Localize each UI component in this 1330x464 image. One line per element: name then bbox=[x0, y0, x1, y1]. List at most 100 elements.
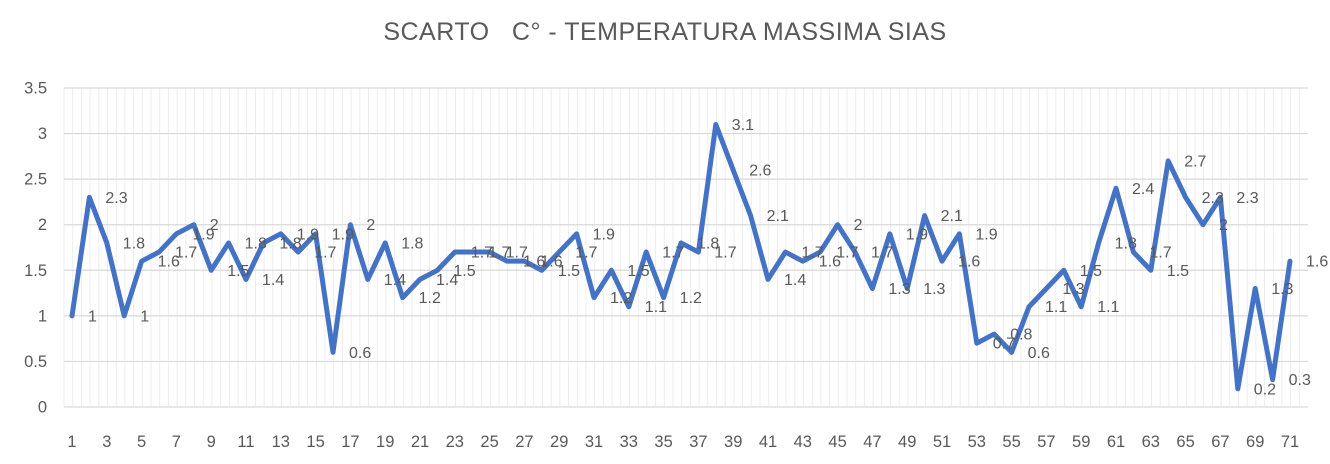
data-label: 1.9 bbox=[297, 226, 319, 243]
data-label: 1.6 bbox=[958, 254, 980, 271]
data-label: 1.7 bbox=[801, 245, 823, 262]
data-label: 2.3 bbox=[1202, 190, 1224, 207]
x-axis-tick-label: 27 bbox=[515, 433, 533, 451]
data-label: 1.6 bbox=[819, 254, 841, 271]
x-axis-tick-label: 37 bbox=[689, 433, 707, 451]
data-label: 1.3 bbox=[923, 281, 945, 298]
data-label: 1.4 bbox=[262, 272, 284, 289]
data-label: 1.7 bbox=[714, 245, 736, 262]
data-label: 1.1 bbox=[1097, 299, 1119, 316]
data-label: 1.5 bbox=[1167, 263, 1189, 280]
minor-gridlines bbox=[63, 88, 1300, 407]
y-axis-tick-label: 0 bbox=[38, 399, 47, 417]
x-axis-tick-label: 23 bbox=[446, 433, 464, 451]
data-label: 1.7 bbox=[175, 245, 197, 262]
data-label: 1.5 bbox=[227, 263, 249, 280]
chart-title: SCARTO C° - TEMPERATURA MASSIMA SIAS bbox=[383, 18, 947, 46]
data-label: 1.6 bbox=[540, 254, 562, 271]
data-label: 1.8 bbox=[123, 235, 145, 252]
data-label: 0.7 bbox=[993, 336, 1015, 353]
data-label: 1.6 bbox=[523, 254, 545, 271]
series-line bbox=[69, 121, 1293, 392]
x-axis-tick-label: 53 bbox=[968, 433, 986, 451]
x-axis-labels: 1 3 5 7 9 11 13 15 17 19 21 23 25 27 29 31 33 35 37 39 41 43 4… bbox=[67, 433, 1299, 451]
data-label: 1.2 bbox=[610, 290, 632, 307]
data-label: 2 bbox=[1219, 217, 1228, 234]
data-label: 1.9 bbox=[593, 226, 615, 243]
x-axis-tick-label: 3 bbox=[102, 433, 111, 451]
x-axis-tick-label: 25 bbox=[480, 433, 498, 451]
data-label: 2 bbox=[366, 217, 375, 234]
data-label: 1.4 bbox=[436, 272, 458, 289]
temperature-deviation-line bbox=[69, 121, 1293, 392]
data-label: 2.1 bbox=[941, 208, 963, 225]
data-label: 1.7 bbox=[314, 245, 336, 262]
x-axis-tick-label: 49 bbox=[898, 433, 916, 451]
data-label: 1.9 bbox=[332, 226, 354, 243]
x-axis-tick-label: 13 bbox=[272, 433, 290, 451]
data-label: 1.8 bbox=[279, 235, 301, 252]
y-axis-tick-label: 2.5 bbox=[24, 171, 47, 189]
x-axis-tick-label: 7 bbox=[172, 433, 181, 451]
x-axis-tick-label: 65 bbox=[1176, 433, 1194, 451]
data-label: 2 bbox=[854, 217, 863, 234]
x-axis-tick-label: 9 bbox=[207, 433, 216, 451]
y-axis-tick-label: 3.5 bbox=[24, 80, 47, 98]
y-axis-tick-label: 2 bbox=[38, 216, 47, 234]
x-axis-tick-label: 41 bbox=[759, 433, 777, 451]
data-label: 1.7 bbox=[1149, 245, 1171, 262]
x-axis-tick-label: 67 bbox=[1211, 433, 1229, 451]
data-labels: 12.31.811.61.71.921.51.81.41.81.91.71.90… bbox=[88, 117, 1328, 398]
data-label: 1.2 bbox=[419, 290, 441, 307]
y-axis-tick-label: 3 bbox=[38, 125, 47, 143]
data-label: 1.7 bbox=[836, 245, 858, 262]
data-label: 1.7 bbox=[488, 245, 510, 262]
x-axis-tick-label: 47 bbox=[863, 433, 881, 451]
data-label: 1.3 bbox=[1271, 281, 1293, 298]
y-axis-labels: 0 0.5 1 1.5 2 2.5 3 3.5 bbox=[24, 80, 47, 417]
x-axis-tick-label: 31 bbox=[585, 433, 603, 451]
data-label: 3.1 bbox=[732, 117, 754, 134]
data-label: 2 bbox=[210, 217, 219, 234]
data-label: 0.6 bbox=[1028, 345, 1050, 362]
data-label: 2.7 bbox=[1184, 153, 1206, 170]
x-axis-tick-label: 59 bbox=[1072, 433, 1090, 451]
data-label: 1.5 bbox=[1080, 263, 1102, 280]
data-label: 1.1 bbox=[645, 299, 667, 316]
data-label: 1.6 bbox=[1306, 254, 1328, 271]
y-axis-tick-label: 0.5 bbox=[24, 353, 47, 371]
x-axis-tick-label: 51 bbox=[933, 433, 951, 451]
x-axis-tick-label: 33 bbox=[620, 433, 638, 451]
x-axis-tick-label: 5 bbox=[137, 433, 146, 451]
data-label: 1.5 bbox=[558, 263, 580, 280]
y-axis-tick-label: 1 bbox=[38, 307, 47, 325]
data-label: 0.2 bbox=[1254, 381, 1276, 398]
data-label: 1.4 bbox=[384, 272, 406, 289]
data-label: 2.6 bbox=[749, 163, 771, 180]
x-axis-tick-label: 63 bbox=[1142, 433, 1160, 451]
x-axis-tick-label: 57 bbox=[1037, 433, 1055, 451]
data-label: 1.7 bbox=[871, 245, 893, 262]
data-label: 1.8 bbox=[245, 235, 267, 252]
data-label: 1.9 bbox=[192, 226, 214, 243]
data-label: 1 bbox=[140, 308, 149, 325]
data-label: 1.9 bbox=[975, 226, 997, 243]
x-axis-tick-label: 39 bbox=[724, 433, 742, 451]
x-axis-tick-label: 21 bbox=[411, 433, 429, 451]
x-axis-tick-label: 71 bbox=[1281, 433, 1299, 451]
data-label: 1.1 bbox=[1045, 299, 1067, 316]
data-label: 1 bbox=[88, 308, 97, 325]
data-label: 2.4 bbox=[1132, 181, 1154, 198]
data-label: 1.7 bbox=[575, 245, 597, 262]
data-label: 0.8 bbox=[1010, 327, 1032, 344]
data-label: 1.2 bbox=[680, 290, 702, 307]
data-label: 2.1 bbox=[767, 208, 789, 225]
data-label: 2.3 bbox=[1236, 190, 1258, 207]
x-axis-tick-label: 35 bbox=[654, 433, 672, 451]
major-gridlines bbox=[64, 87, 1308, 408]
x-axis-tick-label: 61 bbox=[1107, 433, 1125, 451]
data-label: 1.3 bbox=[888, 281, 910, 298]
data-label: 1.8 bbox=[401, 235, 423, 252]
